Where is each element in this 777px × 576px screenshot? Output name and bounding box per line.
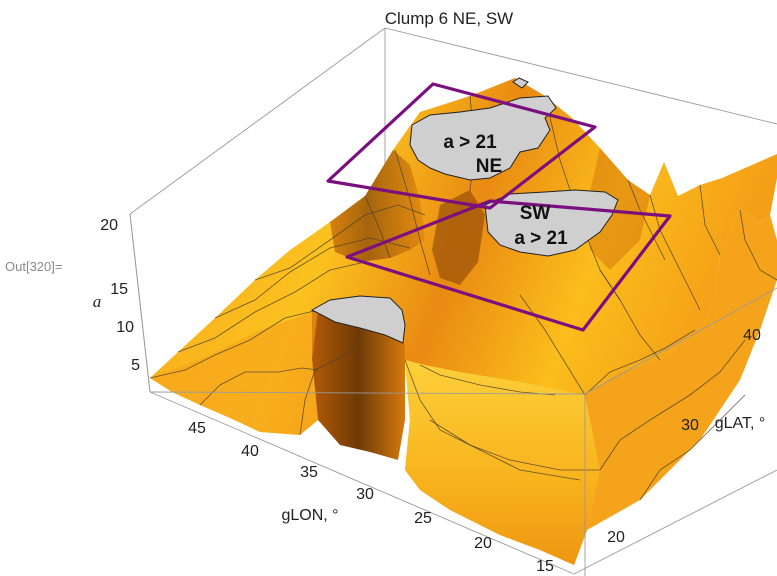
z-tick-20: 20 [100, 217, 118, 234]
cap-sw [484, 189, 619, 257]
x-tick-35: 35 [300, 464, 318, 481]
surface-left-wall [150, 310, 318, 435]
x-tick-30: 30 [356, 486, 374, 503]
z-axis-label: a [93, 292, 102, 311]
x-tick-25: 25 [414, 510, 432, 527]
surface-dark-fold [432, 190, 485, 285]
x-axis: 45 40 35 30 25 20 15 gLON, ° [188, 420, 554, 575]
region-labels: a > 21 NE SW a > 21 [443, 132, 568, 249]
surface-right-wall [585, 210, 777, 530]
region-sw-outline [345, 199, 672, 332]
y-axis: 20 30 40 gLAT, ° [607, 327, 765, 546]
region-sw-label-line1: SW [520, 203, 551, 224]
output-cell-label: Out[320]= [5, 259, 62, 274]
y-axis-label: gLAT, ° [715, 415, 766, 432]
surface-ridge-right [588, 148, 650, 270]
x-tick-45: 45 [188, 420, 206, 437]
z-tick-15: 15 [110, 281, 128, 298]
x-tick-20: 20 [474, 535, 492, 552]
x-axis-label: gLON, ° [281, 507, 338, 524]
x-tick-40: 40 [241, 443, 259, 460]
z-tick-5: 5 [131, 357, 140, 374]
plot-box-front [149, 287, 777, 576]
region-ne-label-line1: a > 21 [443, 132, 497, 153]
y-tick-20: 20 [607, 529, 625, 546]
surface-mesh [149, 95, 777, 501]
region-ne-outline [326, 82, 597, 210]
region-sw-label-line2: a > 21 [514, 228, 568, 249]
x-tick-15: 15 [536, 558, 554, 575]
cap-valley [310, 295, 406, 344]
region-outlines [326, 82, 672, 332]
cap-peak [512, 77, 529, 89]
z-axis: 20 15 10 5 a [93, 213, 151, 393]
y-tick-30: 30 [681, 417, 699, 434]
surface [149, 78, 777, 565]
z-tick-10: 10 [116, 319, 134, 336]
surface-valley [312, 300, 405, 460]
clip-caps [310, 77, 619, 344]
region-ne-label-line2: NE [476, 156, 502, 177]
chart-title: Clump 6 NE, SW [385, 9, 513, 28]
surface-front-wall [405, 360, 600, 565]
y-tick-40: 40 [743, 327, 761, 344]
cap-ne [409, 95, 557, 181]
surface-ridge-shadow [330, 150, 425, 262]
